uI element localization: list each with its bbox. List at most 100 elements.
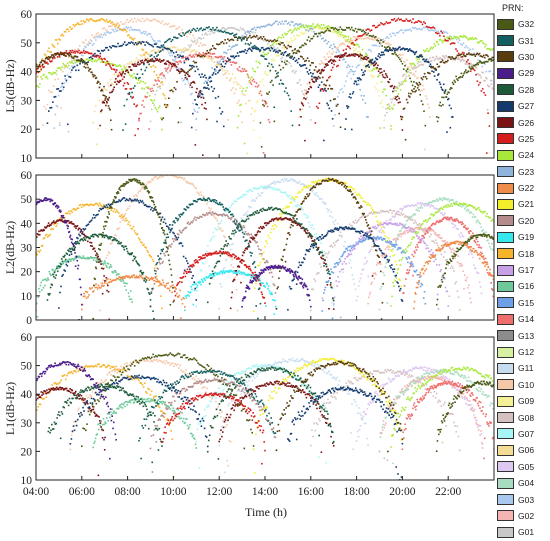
cn0-point-g06 [113,74,115,76]
cn0-point-g30 [182,69,184,71]
cn0-point-g03 [68,131,70,133]
cn0-point-g15 [377,236,379,238]
cn0-point-g30 [319,77,321,79]
cn0-point-g09 [284,48,286,50]
cn0-point-g09 [317,27,319,29]
cn0-point-g17 [447,305,449,307]
cn0-point-g25 [487,112,489,114]
cn0-point-g18 [137,233,139,235]
cn0-point-g16 [52,270,54,272]
cn0-point-g09 [352,47,354,49]
cn0-point-g26 [341,54,343,56]
cn0-point-g31 [258,49,260,51]
cn0-point-g25 [410,20,412,22]
cn0-point-g08 [437,57,439,59]
cn0-point-g24 [241,91,243,93]
cn0-point-g02 [458,255,460,257]
cn0-point-g30 [442,59,444,61]
cn0-point-g25 [440,31,442,33]
cn0-point-g27 [169,49,171,51]
cn0-point-g26 [190,84,192,86]
cn0-point-g08 [312,289,314,291]
cn0-point-g11 [293,179,295,181]
cn0-point-g01 [183,51,185,53]
cn0-point-g09 [362,60,364,62]
cn0-point-g23 [312,28,314,30]
cn0-point-g03 [415,27,417,29]
cn0-point-g27 [382,52,384,54]
cn0-point-g23 [276,21,278,23]
cn0-point-g09 [318,28,320,30]
cn0-point-g01 [284,59,286,61]
cn0-point-g05 [384,227,386,229]
cn0-point-g19 [188,291,190,293]
cn0-point-g26 [326,65,328,67]
cn0-point-g27 [71,69,73,71]
cn0-point-g26 [366,59,368,61]
cn0-point-g10 [143,21,145,23]
cn0-point-g02 [388,249,390,251]
cn0-point-g30 [461,53,463,55]
cn0-point-g27 [212,90,214,92]
cn0-point-g24 [238,115,240,117]
cn0-point-g10 [152,19,154,21]
cn0-point-g08 [429,236,431,238]
cn0-point-g31 [200,27,202,29]
cn0-point-g14 [427,232,429,234]
cn0-point-g02 [450,248,452,250]
cn0-point-g30 [435,69,437,71]
cn0-point-g24 [328,25,330,27]
cn0-point-g26 [376,67,378,69]
cn0-point-g26 [302,103,304,105]
cn0-point-g10 [131,19,133,21]
cn0-point-g02 [406,230,408,232]
cn0-point-g18 [42,58,44,60]
cn0-point-g27 [51,107,53,109]
cn0-point-g32 [383,41,385,43]
cn0-point-g24 [367,54,369,56]
cn0-point-g24 [247,75,249,77]
cn0-point-g26 [185,77,187,79]
cn0-point-g02 [401,236,403,238]
cn0-point-g08 [491,83,493,85]
cn0-point-g30 [190,68,192,70]
cn0-point-g14 [425,233,427,235]
cn0-point-g31 [139,77,141,79]
cn0-point-g24 [139,82,141,84]
cn0-point-g17 [435,259,437,261]
cn0-point-g16 [51,274,53,276]
cn0-point-g27 [358,80,360,82]
cn0-point-g27 [217,72,219,74]
cn0-point-g31 [224,30,226,32]
cn0-point-g25 [349,48,351,50]
cn0-point-g32 [326,30,328,32]
cn0-point-g24 [47,78,49,80]
cn0-point-g01 [211,31,213,33]
cn0-point-g30 [322,77,324,79]
cn0-point-g30 [336,105,338,107]
cn0-point-g31 [125,123,127,125]
cn0-point-g24 [143,88,145,90]
cn0-point-g10 [328,56,330,58]
cn0-point-g19 [184,310,186,312]
cn0-point-g32 [400,60,402,62]
cn0-point-g24 [39,83,41,85]
cn0-point-g03 [128,27,130,29]
cn0-point-g11 [282,179,284,181]
cn0-point-g01 [151,109,153,111]
cn0-point-g09 [380,103,382,105]
cn0-point-g16 [115,271,117,273]
cn0-point-g30 [39,64,41,66]
cn0-point-g18 [73,24,75,26]
cn0-point-g18 [152,259,154,261]
cn0-point-g03 [336,104,338,106]
cn0-point-g11 [274,183,276,185]
cn0-point-g04 [419,207,421,209]
cn0-point-g19 [192,284,194,286]
cn0-point-g31 [268,63,270,65]
cn0-point-g30 [315,66,317,68]
cn0-point-g15 [418,282,420,284]
cn0-point-g25 [114,69,116,71]
cn0-point-g06 [181,50,183,52]
cn0-point-g11 [267,186,269,188]
